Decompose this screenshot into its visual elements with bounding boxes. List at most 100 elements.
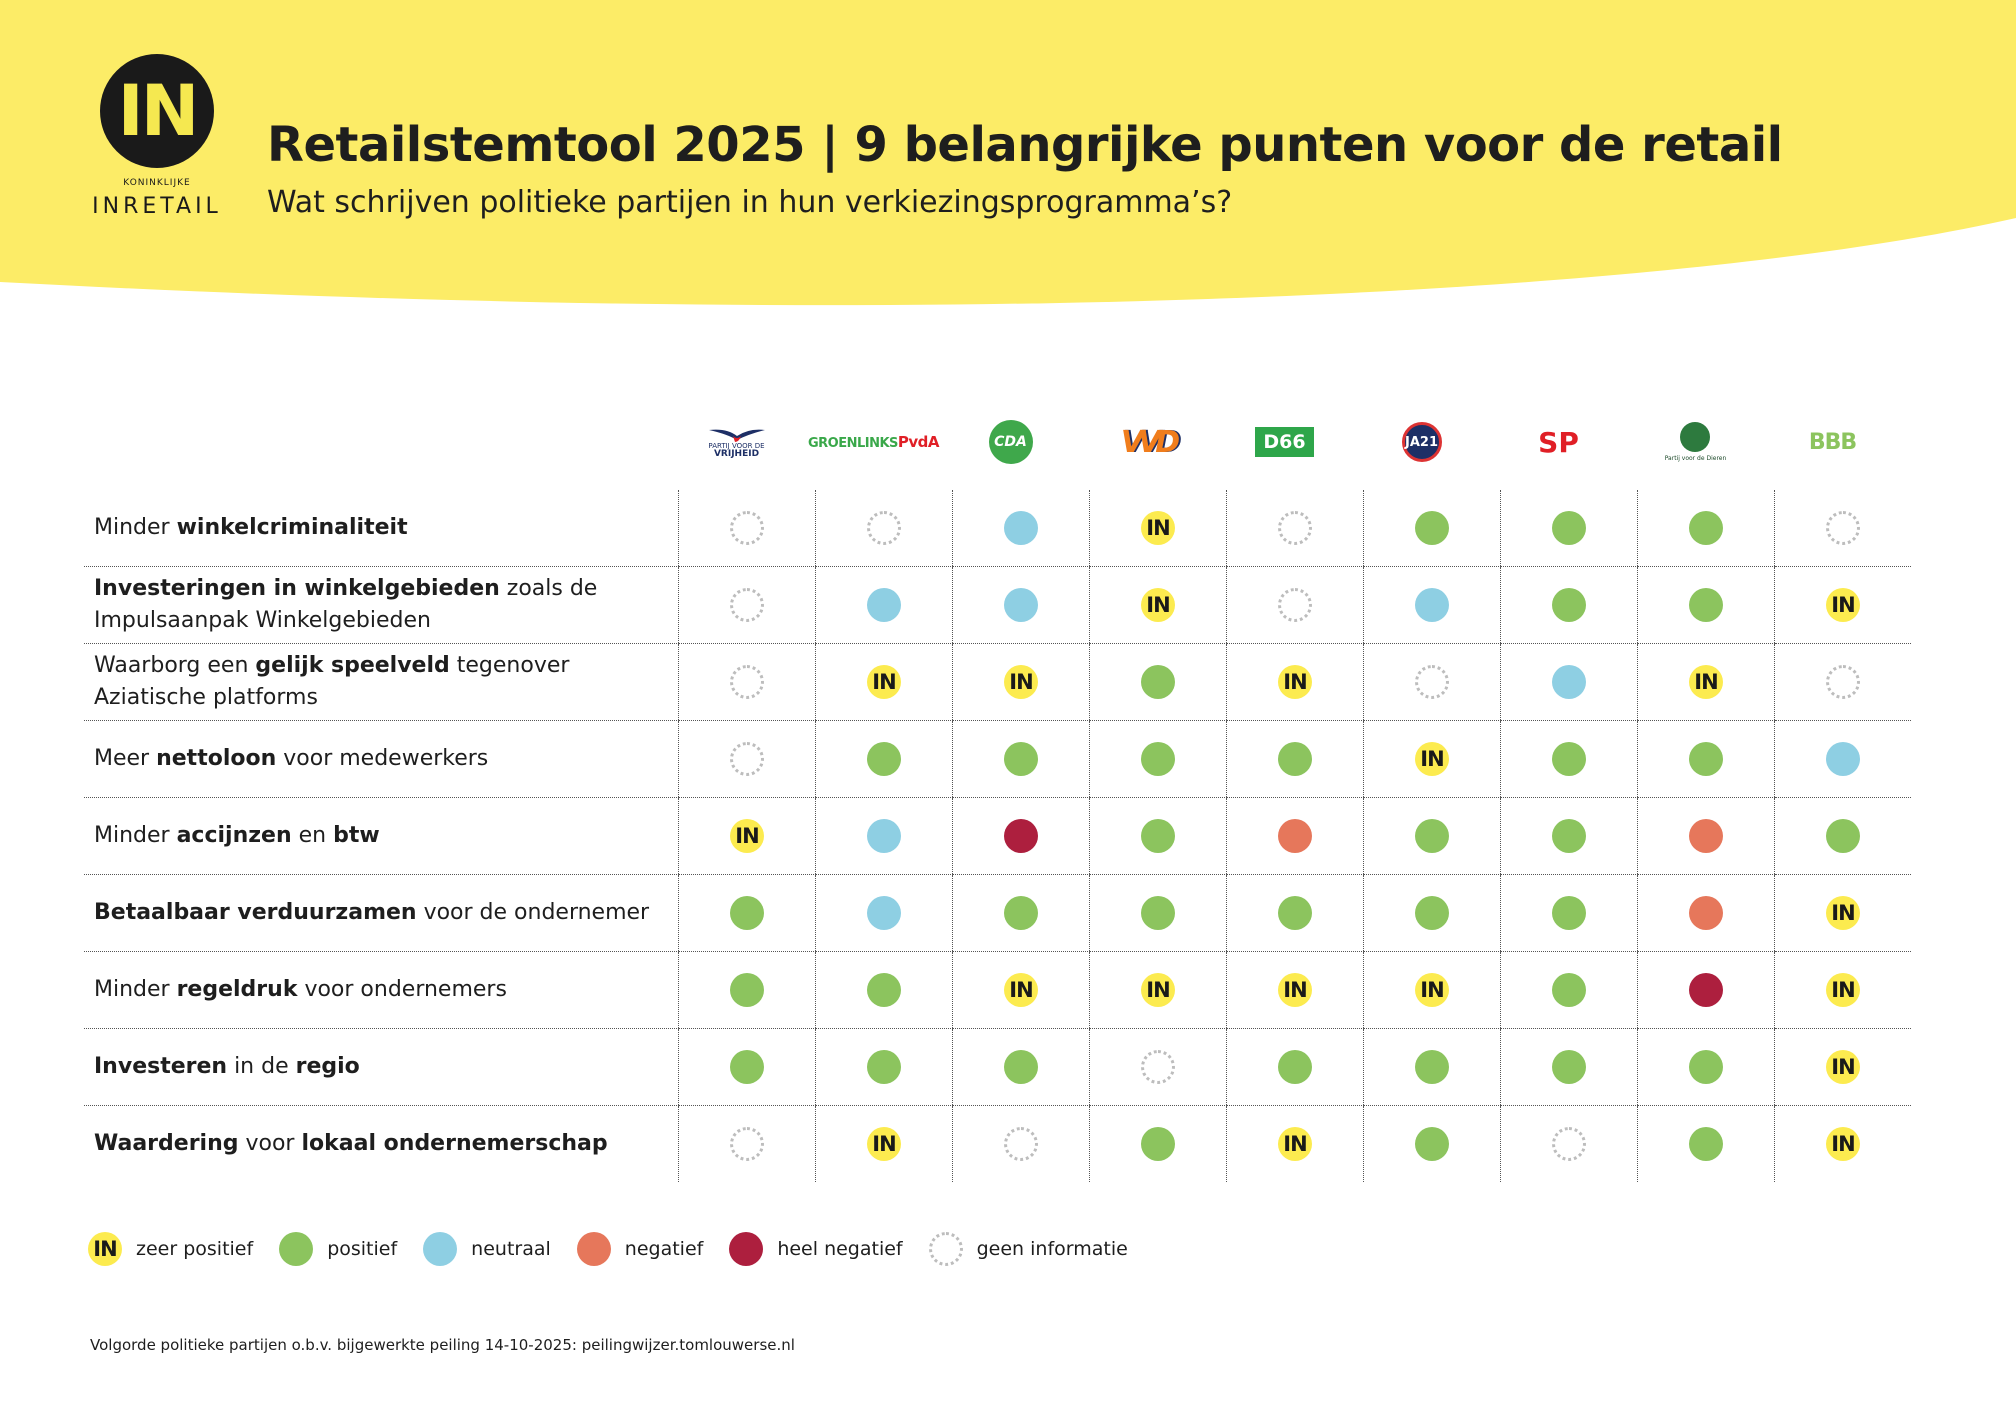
party-logo-sp: SP bbox=[1490, 410, 1627, 474]
row-label-part: Minder bbox=[94, 977, 177, 1002]
rating-positief-icon bbox=[1141, 1127, 1175, 1161]
rating-cell-vvd: IN bbox=[1089, 490, 1227, 567]
rating-cell-cda bbox=[952, 1028, 1090, 1106]
rating-positief-icon bbox=[1552, 588, 1586, 622]
rating-cell-d66 bbox=[1226, 797, 1364, 875]
rating-positief-icon bbox=[1689, 742, 1723, 776]
rating-zeer-positief-icon: IN bbox=[1826, 896, 1860, 930]
row-label-part: en bbox=[291, 823, 334, 848]
rating-positief-icon bbox=[1278, 742, 1312, 776]
glpvda-pvda: PvdA bbox=[897, 433, 940, 451]
table-row: Minder winkelcriminaliteit IN bbox=[84, 490, 1911, 567]
rating-cell-sp bbox=[1500, 874, 1638, 952]
row-label-part: Meer bbox=[94, 746, 157, 771]
legend-item-geen-informatie: geen informatie bbox=[928, 1232, 1128, 1266]
rating-positief-icon bbox=[1004, 1050, 1038, 1084]
rating-cell-d66: IN bbox=[1226, 951, 1364, 1029]
rating-cell-pvv: IN bbox=[678, 797, 816, 875]
very-negative-dot-icon bbox=[729, 1232, 764, 1266]
rating-cell-pvdd bbox=[1637, 490, 1775, 567]
rating-neutraal-icon bbox=[1552, 665, 1586, 699]
rating-negatief-icon bbox=[1689, 896, 1723, 930]
legend-label-neutraal: neutraal bbox=[471, 1238, 551, 1260]
legend-item-negatief: negatief bbox=[576, 1232, 703, 1266]
rating-positief-icon bbox=[1004, 896, 1038, 930]
party-logos-row: PARTIJ VOOR DE VRIJHEID GROENLINKSPvdA C… bbox=[668, 410, 1901, 474]
row-label: Waarborg een gelijk speelveld tegenover A… bbox=[84, 643, 679, 721]
rating-cell-pvdd bbox=[1637, 1105, 1775, 1182]
neutral-dot-icon bbox=[423, 1232, 458, 1266]
rating-cell-pvdd bbox=[1637, 566, 1775, 644]
rating-positief-icon bbox=[867, 1050, 901, 1084]
rating-zeer-positief-icon: IN bbox=[1278, 973, 1312, 1007]
rating-cell-pvv bbox=[678, 1028, 816, 1106]
rating-positief-icon bbox=[1552, 511, 1586, 545]
rating-cell-cda bbox=[952, 1105, 1090, 1182]
rating-neutraal-icon bbox=[867, 588, 901, 622]
table-row: Minder regeldruk voor ondernemers IN IN IN I… bbox=[84, 951, 1911, 1029]
rating-positief-icon bbox=[1415, 511, 1449, 545]
rating-geen-informatie-icon bbox=[1552, 1127, 1586, 1161]
rating-cell-sp bbox=[1500, 566, 1638, 644]
rating-cell-pvdd bbox=[1637, 720, 1775, 798]
rating-neutraal-icon bbox=[867, 819, 901, 853]
rating-positief-icon bbox=[730, 973, 764, 1007]
rating-cell-ja21 bbox=[1363, 490, 1501, 567]
rating-cell-d66 bbox=[1226, 1028, 1364, 1106]
rating-positief-icon bbox=[1141, 742, 1175, 776]
rating-cell-glpvda bbox=[815, 490, 953, 567]
rating-cell-pvv bbox=[678, 874, 816, 952]
rating-positief-icon bbox=[1415, 1127, 1449, 1161]
party-logo-vvd: VVD bbox=[1079, 410, 1216, 474]
rating-cell-bbb: IN bbox=[1774, 566, 1911, 644]
rating-cell-cda bbox=[952, 566, 1090, 644]
legend-label-geen-informatie: geen informatie bbox=[976, 1238, 1128, 1260]
rating-zeer-positief-icon: IN bbox=[1415, 742, 1449, 776]
rating-cell-sp bbox=[1500, 720, 1638, 798]
rating-cell-vvd: IN bbox=[1089, 566, 1227, 644]
rating-zeer-positief-icon: IN bbox=[1826, 1050, 1860, 1084]
rating-positief-icon bbox=[1278, 1050, 1312, 1084]
rating-cell-pvv bbox=[678, 490, 816, 567]
row-label-part: Investeren bbox=[94, 1054, 228, 1079]
rating-geen-informatie-icon bbox=[1278, 511, 1312, 545]
legend-item-positief: positief bbox=[279, 1232, 397, 1266]
rating-cell-glpvda bbox=[815, 797, 953, 875]
row-label-part: Investeringen in winkelgebieden bbox=[94, 576, 500, 601]
rating-cell-cda bbox=[952, 874, 1090, 952]
page-subtitle: Wat schrijven politieke partijen in hun … bbox=[267, 185, 1233, 220]
rating-cell-d66: IN bbox=[1226, 643, 1364, 721]
rating-cell-cda: IN bbox=[952, 643, 1090, 721]
row-label-part: winkelcriminaliteit bbox=[176, 515, 408, 540]
rating-cell-sp bbox=[1500, 951, 1638, 1029]
no-info-dot-icon bbox=[928, 1232, 963, 1266]
rating-positief-icon bbox=[1278, 896, 1312, 930]
rating-cell-pvdd: IN bbox=[1637, 643, 1775, 721]
row-label-part: voor de ondernemer bbox=[416, 900, 650, 925]
rating-geen-informatie-icon bbox=[1004, 1127, 1038, 1161]
row-label-part: lokaal ondernemerschap bbox=[301, 1131, 608, 1156]
rating-positief-icon bbox=[1552, 742, 1586, 776]
legend-label-positief: positief bbox=[327, 1238, 398, 1260]
rating-neutraal-icon bbox=[1004, 588, 1038, 622]
ja21-mark: JA21 bbox=[1401, 422, 1442, 462]
rating-cell-bbb bbox=[1774, 797, 1911, 875]
rating-zeer-positief-icon: IN bbox=[1278, 665, 1312, 699]
row-label-part: Waardering bbox=[94, 1131, 239, 1156]
table-row: Minder accijnzen en btw IN bbox=[84, 797, 1911, 875]
vvd-mark: VVD bbox=[1120, 424, 1180, 460]
rating-cell-pvdd bbox=[1637, 874, 1775, 952]
table-row: Investeringen in winkelgebieden zoals de… bbox=[84, 566, 1911, 644]
rating-cell-ja21: IN bbox=[1363, 720, 1501, 798]
rating-cell-pvv bbox=[678, 1105, 816, 1182]
row-label-part: Minder bbox=[94, 515, 177, 540]
rating-cell-glpvda bbox=[815, 720, 953, 798]
rating-cell-pvv bbox=[678, 566, 816, 644]
rating-zeer-positief-icon: IN bbox=[1004, 665, 1038, 699]
glpvda-groen: GROEN bbox=[807, 436, 858, 451]
table-row: Betaalbaar verduurzamen voor de ondernem… bbox=[84, 874, 1911, 952]
rating-zeer-positief-icon: IN bbox=[1141, 973, 1175, 1007]
rating-cell-bbb: IN bbox=[1774, 1105, 1911, 1182]
pvv-seagull-icon bbox=[708, 429, 765, 442]
party-logo-ja21: JA21 bbox=[1353, 410, 1490, 474]
